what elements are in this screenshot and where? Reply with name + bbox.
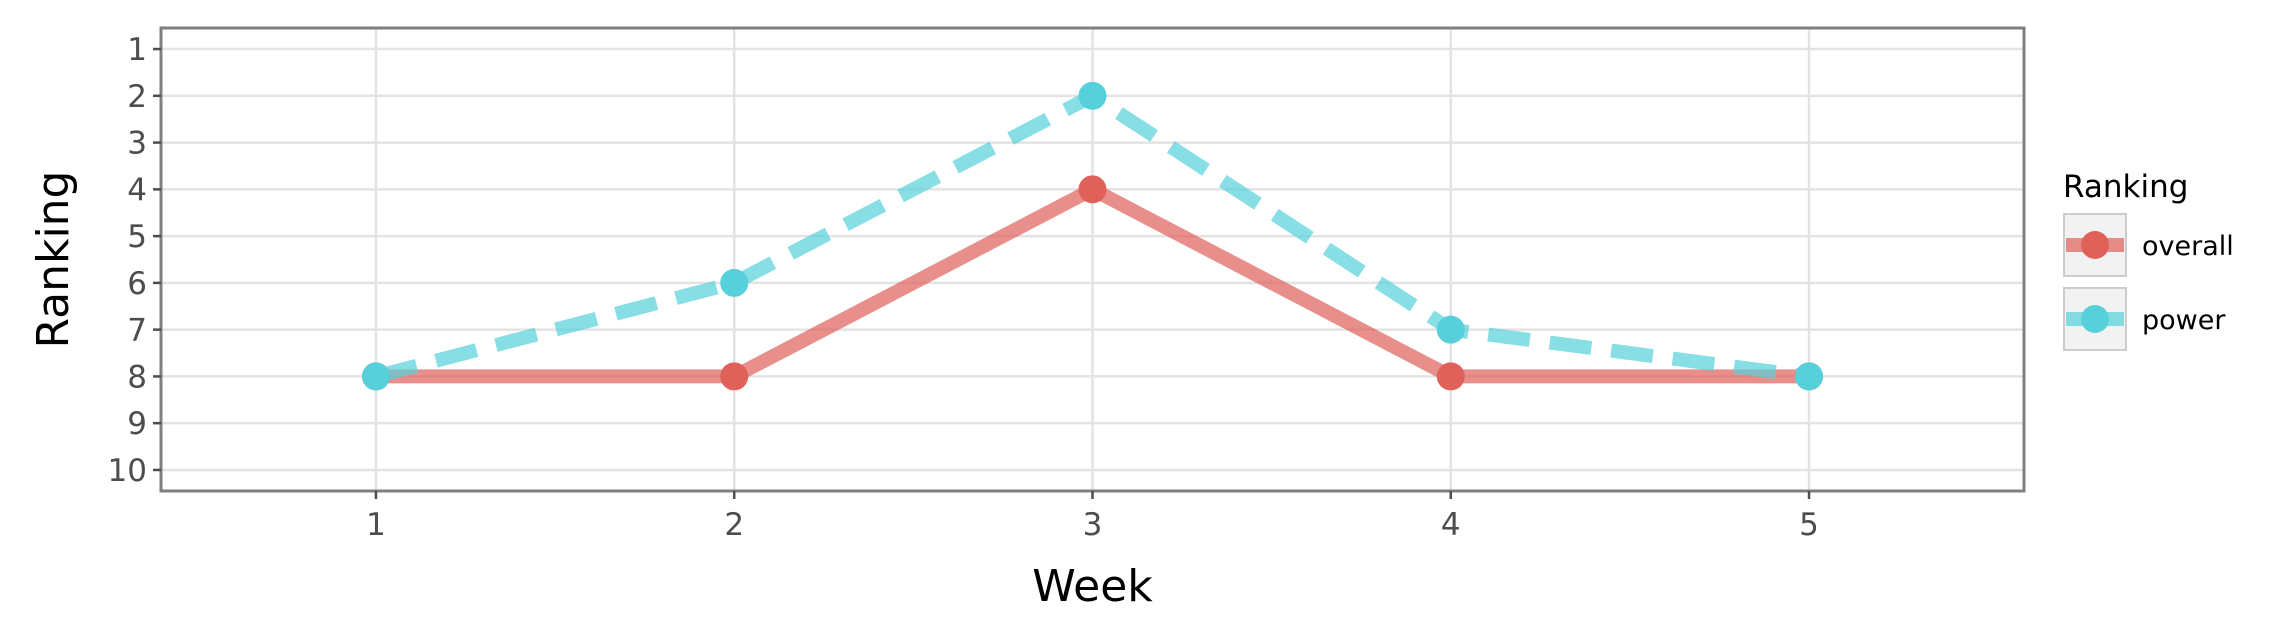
legend-items: overall power bbox=[2063, 213, 2234, 351]
axes: 1 2 3 4 5 1 2 3 4 5 6 7 8 9 10 bbox=[108, 32, 1819, 543]
y-tick-label: 4 bbox=[127, 172, 147, 208]
y-tick-label: 7 bbox=[127, 313, 147, 349]
legend-item-overall: overall bbox=[2063, 213, 2234, 277]
legend-key-point bbox=[2081, 305, 2109, 333]
legend-key-point bbox=[2081, 231, 2109, 259]
y-tick-label: 1 bbox=[127, 32, 147, 68]
data-point-power bbox=[1078, 81, 1107, 110]
x-tick-label: 1 bbox=[366, 507, 386, 543]
y-tick-label: 5 bbox=[127, 219, 147, 255]
y-tick-label: 3 bbox=[127, 126, 147, 162]
y-tick-label: 2 bbox=[127, 79, 147, 115]
legend-label: overall bbox=[2142, 231, 2234, 262]
x-tick-label: 5 bbox=[1799, 507, 1819, 543]
data-point-overall bbox=[1436, 362, 1465, 391]
x-tick-label: 3 bbox=[1083, 507, 1103, 543]
y-axis-title: Ranking bbox=[28, 171, 79, 349]
y-tick-label: 6 bbox=[127, 266, 147, 302]
series-layer bbox=[361, 81, 1824, 391]
y-tick-label: 8 bbox=[127, 359, 147, 395]
data-point-power bbox=[361, 362, 390, 391]
data-point-overall bbox=[1078, 175, 1107, 204]
x-tick-label: 2 bbox=[724, 507, 744, 543]
y-tick-label: 9 bbox=[127, 406, 147, 442]
data-point-power bbox=[1436, 315, 1465, 344]
data-point-power bbox=[1795, 362, 1824, 391]
legend-label: power bbox=[2142, 305, 2226, 336]
x-axis-title: Week bbox=[1032, 561, 1153, 612]
y-tick-label: 10 bbox=[108, 453, 147, 489]
data-point-overall bbox=[720, 362, 749, 391]
legend: Ranking overall power bbox=[2063, 169, 2234, 351]
x-tick-label: 4 bbox=[1441, 507, 1461, 543]
legend-item-power: power bbox=[2063, 287, 2226, 351]
data-point-power bbox=[720, 268, 749, 297]
legend-title: Ranking bbox=[2063, 169, 2188, 205]
